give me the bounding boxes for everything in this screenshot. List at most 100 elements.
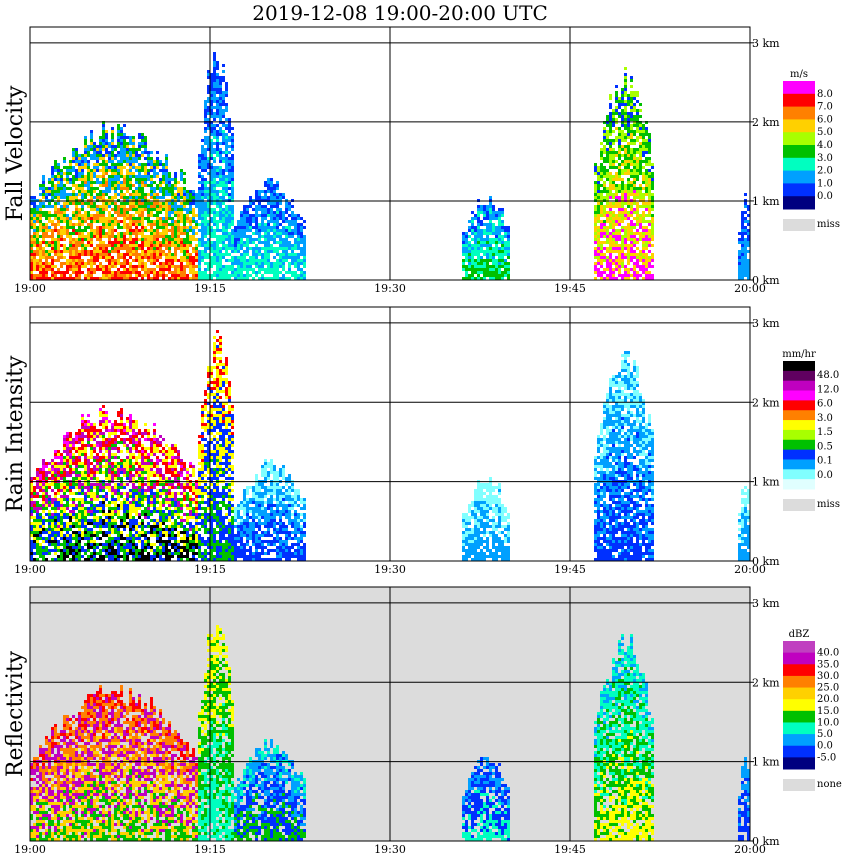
heatmap-cell <box>183 247 186 250</box>
heatmap-cell <box>120 226 123 229</box>
heatmap-cell <box>600 235 603 238</box>
heatmap-cell <box>39 253 42 256</box>
heatmap-cell <box>267 223 270 226</box>
heatmap-cell <box>78 250 81 253</box>
heatmap-cell <box>216 73 219 76</box>
heatmap-cell <box>219 253 222 256</box>
heatmap-cell <box>210 73 213 76</box>
heatmap-cell <box>474 265 477 268</box>
heatmap-cell <box>198 241 201 244</box>
heatmap-cell <box>135 154 138 157</box>
heatmap-cell <box>633 178 636 181</box>
heatmap-cell <box>144 241 147 244</box>
heatmap-cell <box>183 232 186 235</box>
heatmap-cell <box>123 220 126 223</box>
heatmap-cell <box>30 274 33 277</box>
heatmap-cell <box>240 253 243 256</box>
heatmap-cell <box>234 226 237 229</box>
heatmap-cell <box>54 271 57 274</box>
heatmap-cell <box>483 274 486 277</box>
heatmap-cell <box>51 190 54 193</box>
heatmap-cell <box>507 241 510 244</box>
heatmap-cell <box>75 558 78 561</box>
heatmap-cell <box>120 145 123 148</box>
heatmap-cell <box>87 250 90 253</box>
heatmap-cell <box>180 205 183 208</box>
heatmap-cell <box>39 259 42 262</box>
heatmap-cell <box>633 250 636 253</box>
heatmap-cell <box>30 558 33 561</box>
heatmap-cell <box>609 139 612 142</box>
heatmap-cell <box>609 178 612 181</box>
heatmap-cell <box>228 181 231 184</box>
heatmap-cell <box>141 220 144 223</box>
heatmap-cell <box>48 516 51 519</box>
heatmap-cell <box>255 193 258 196</box>
heatmap-cell <box>636 148 639 151</box>
heatmap-cell <box>75 543 78 546</box>
heatmap-cell <box>207 139 210 142</box>
heatmap-cell <box>630 169 633 172</box>
heatmap-cell <box>627 160 630 163</box>
heatmap-cell <box>627 169 630 172</box>
heatmap-cell <box>54 504 57 507</box>
heatmap-cell <box>210 259 213 262</box>
heatmap-cell <box>84 190 87 193</box>
heatmap-cell <box>486 226 489 229</box>
heatmap-cell <box>225 235 228 238</box>
heatmap-cell <box>642 241 645 244</box>
heatmap-cell <box>54 546 57 549</box>
heatmap-cell <box>36 235 39 238</box>
heatmap-cell <box>135 277 138 280</box>
heatmap-cell <box>105 205 108 208</box>
heatmap-cell <box>282 244 285 247</box>
heatmap-cell <box>111 274 114 277</box>
heatmap-cell <box>210 178 213 181</box>
heatmap-cell <box>81 160 84 163</box>
heatmap-cell <box>69 268 72 271</box>
heatmap-cell <box>195 226 198 229</box>
heatmap-cell <box>147 160 150 163</box>
heatmap-cell <box>87 238 90 241</box>
heatmap-cell <box>207 214 210 217</box>
heatmap-cell <box>117 244 120 247</box>
heatmap-cell <box>42 477 45 480</box>
heatmap-cell <box>69 196 72 199</box>
heatmap-cell <box>207 256 210 259</box>
heatmap-cell <box>189 262 192 265</box>
heatmap-cell <box>54 468 57 471</box>
heatmap-cell <box>606 277 609 280</box>
heatmap-cell <box>54 492 57 495</box>
heatmap-cell <box>183 202 186 205</box>
heatmap-cell <box>192 259 195 262</box>
heatmap-cell <box>633 235 636 238</box>
heatmap-cell <box>615 244 618 247</box>
heatmap-cell <box>222 256 225 259</box>
heatmap-cell <box>651 187 654 190</box>
heatmap-cell <box>255 247 258 250</box>
heatmap-cell <box>78 504 81 507</box>
heatmap-cell <box>507 256 510 259</box>
heatmap-cell <box>507 271 510 274</box>
heatmap-cell <box>117 262 120 265</box>
heatmap-cell <box>39 277 42 280</box>
heatmap-cell <box>495 271 498 274</box>
heatmap-cell <box>84 163 87 166</box>
heatmap-cell <box>120 205 123 208</box>
heatmap-cell <box>165 181 168 184</box>
heatmap-cell <box>195 274 198 277</box>
heatmap-cell <box>102 154 105 157</box>
heatmap-cell <box>216 223 219 226</box>
heatmap-cell <box>33 543 36 546</box>
heatmap-cell <box>84 178 87 181</box>
heatmap-cell <box>72 181 75 184</box>
heatmap-cell <box>90 232 93 235</box>
heatmap-cell <box>624 100 627 103</box>
heatmap-cell <box>204 211 207 214</box>
heatmap-cell <box>225 109 228 112</box>
heatmap-cell <box>174 241 177 244</box>
heatmap-cell <box>75 537 78 540</box>
heatmap-cell <box>165 214 168 217</box>
heatmap-cell <box>33 202 36 205</box>
heatmap-cell <box>39 489 42 492</box>
